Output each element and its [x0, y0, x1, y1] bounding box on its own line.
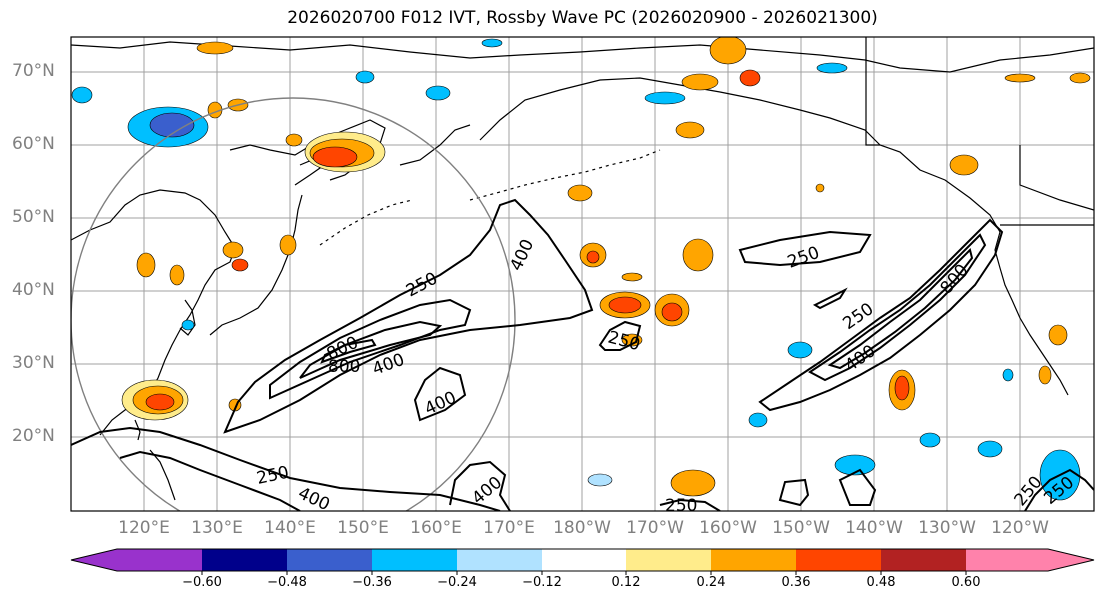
lon-label: 170°W — [626, 518, 684, 538]
ivt-positive-shading — [121, 37, 1091, 497]
colorbar-tick-label: 0.60 — [951, 575, 981, 590]
lat-label: 40°N — [12, 280, 55, 300]
lon-label: 180°W — [553, 518, 611, 538]
colorbar-segment — [881, 549, 966, 571]
rossby-circle — [71, 97, 516, 511]
colorbar-segment — [372, 549, 457, 571]
contour-label: 250 — [665, 496, 697, 516]
colorbar-tick-label: 0.36 — [781, 575, 811, 590]
lon-label: 150°E — [337, 518, 389, 538]
lon-label: 160°E — [410, 518, 462, 538]
colorbar-tick-label: −0.12 — [522, 575, 562, 590]
lat-label: 20°N — [12, 426, 55, 446]
colorbar-extend-right — [1048, 549, 1094, 571]
lat-label: 50°N — [12, 207, 55, 227]
colorbar-segment — [711, 549, 796, 571]
colorbar-tick-label: 0.24 — [696, 575, 726, 590]
lon-label: 140°W — [845, 518, 903, 538]
colorbar-segment — [117, 549, 202, 571]
colorbar-segment — [457, 549, 542, 571]
map-frame — [70, 36, 1095, 512]
colorbar-tick-label: −0.60 — [182, 575, 222, 590]
lon-label: 130°E — [191, 518, 243, 538]
colorbar — [70, 548, 1095, 575]
lon-label: 170°E — [483, 518, 535, 538]
colorbar-tick-label: 0.12 — [611, 575, 641, 590]
colorbar-segment — [287, 549, 372, 571]
colorbar-segment — [202, 549, 287, 571]
colorbar-tick-label: −0.48 — [267, 575, 307, 590]
lon-label: 130°W — [918, 518, 976, 538]
colorbar-segment — [966, 549, 1048, 571]
colorbar-segment — [542, 549, 626, 571]
ivt-negative-shading — [71, 38, 1081, 501]
lat-label: 30°N — [12, 353, 55, 373]
colorbar-tick-label: 0.48 — [866, 575, 896, 590]
colorbar-tick-label: −0.36 — [352, 575, 392, 590]
lon-label: 140°E — [264, 518, 316, 538]
lon-label: 160°W — [699, 518, 757, 538]
lat-label: 60°N — [12, 134, 55, 154]
map-title: 2026020700 F012 IVT, Rossby Wave PC (202… — [287, 8, 878, 28]
contour-label: 800 — [328, 357, 360, 377]
colorbar-segment — [626, 549, 711, 571]
ivt-contours — [71, 198, 1094, 511]
colorbar-extend-left — [71, 549, 117, 571]
colorbar-tick-label: −0.24 — [437, 575, 477, 590]
lon-label: 120°E — [118, 518, 170, 538]
lon-label: 150°W — [772, 518, 830, 538]
lon-label: 120°W — [991, 518, 1049, 538]
colorbar-segment — [796, 549, 881, 571]
lat-label: 70°N — [12, 61, 55, 81]
contour-labels: 250 400 800 800 400 400 250 400 250 400 … — [255, 236, 1078, 516]
